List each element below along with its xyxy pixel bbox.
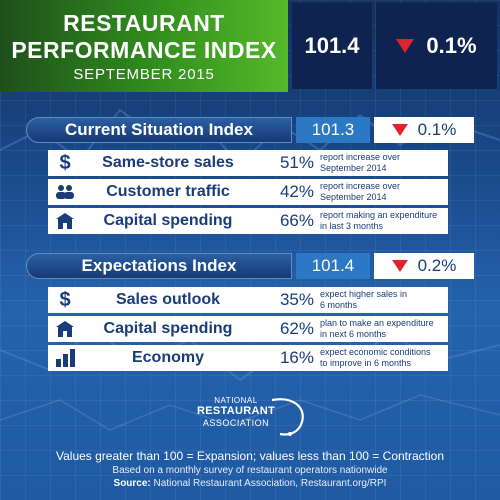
logo-swoosh-icon [271, 398, 304, 436]
row-economy: Economy 16% expect economic conditions t… [48, 345, 448, 371]
down-arrow-icon [391, 260, 408, 272]
logo-line2: RESTAURANT [197, 405, 275, 417]
row-desc-line1: plan to make an expenditure [320, 318, 434, 328]
row-desc-line1: report increase over [320, 152, 401, 162]
logo-line1: NATIONAL [214, 396, 258, 405]
row-label: Capital spending [103, 212, 233, 229]
row-percent: 42% [279, 182, 314, 201]
row-desc-line1: expect higher sales in [320, 289, 408, 299]
header: RESTAURANT PERFORMANCE INDEX SEPTEMBER 2… [0, 0, 500, 92]
section-value: 101.4 [296, 253, 370, 279]
down-arrow-icon [391, 124, 408, 136]
source-label: Source: [113, 478, 151, 489]
rpi-change-text: 0.1% [426, 33, 477, 58]
source-text: National Restaurant Association, Restaur… [150, 478, 387, 489]
row-label: Customer traffic [106, 183, 230, 200]
rpi-value-text: 101.4 [304, 33, 360, 58]
section-change: 0.1% [374, 117, 474, 143]
row-description: report making an expenditure in last 3 m… [320, 210, 444, 234]
row-percent: 16% [279, 348, 314, 367]
row-desc-line2: 6 months [320, 300, 358, 310]
row-desc-line2: in last 3 months [320, 221, 384, 231]
row-description: expect higher sales in 6 months [320, 289, 444, 313]
current-situation-index-bar: Current Situation Index 101.3 0.1% [26, 117, 474, 143]
footer-legend: Values greater than 100 = Expansion; val… [55, 449, 445, 463]
building-icon [54, 318, 76, 340]
row-desc-line1: report making an expenditure [320, 210, 438, 220]
row-desc-line2: September 2014 [320, 163, 387, 173]
footer-note: Based on a monthly survey of restaurant … [112, 465, 388, 476]
row-desc-line1: expect economic conditions [320, 347, 431, 357]
report-date: SEPTEMBER 2015 [73, 66, 215, 83]
expectations-index-bar: Expectations Index 101.4 0.2% [26, 253, 474, 279]
dollar-icon: $ [59, 151, 71, 174]
row-description: plan to make an expenditure in next 6 mo… [320, 318, 444, 342]
row-label: Capital spending [103, 320, 233, 337]
row-desc-line1: report increase over [320, 181, 401, 191]
title-box: RESTAURANT PERFORMANCE INDEX SEPTEMBER 2… [0, 0, 288, 92]
building-icon [54, 210, 76, 232]
section-change-text: 0.2% [417, 256, 457, 275]
row-customer-traffic: Customer traffic 42% report increase ove… [48, 179, 448, 205]
row-desc-line2: September 2014 [320, 192, 387, 202]
row-label: Economy [131, 349, 204, 366]
dollar-icon: $ [59, 288, 71, 311]
row-percent: 66% [279, 211, 314, 230]
row-description: report increase over September 2014 [320, 152, 444, 176]
rpi-change: 0.1% [376, 3, 497, 89]
row-desc-line2: in next 6 months [320, 329, 387, 339]
row-sales-outlook: $ Sales outlook 35% expect higher sales … [48, 287, 448, 313]
logo-line3: ASSOCIATION [202, 418, 270, 428]
row-description: expect economic conditions to improve in… [320, 347, 444, 371]
rpi-value: 101.4 [292, 3, 372, 89]
footer-source: Source: National Restaurant Association,… [0, 478, 500, 491]
bar-chart-icon [54, 347, 76, 369]
down-arrow-icon [396, 39, 415, 53]
section-title: Current Situation Index [26, 117, 292, 143]
section-value: 101.3 [296, 117, 370, 143]
row-same-store-sales: $ Same-store sales 51% report increase o… [48, 150, 448, 176]
row-percent: 51% [279, 153, 314, 172]
row-description: report increase over September 2014 [320, 181, 444, 205]
row-percent: 62% [279, 319, 314, 338]
row-capital-spending-outlook: Capital spending 62% plan to make an exp… [48, 316, 448, 342]
row-capital-spending: Capital spending 66% report making an ex… [48, 208, 448, 234]
row-label: Same-store sales [102, 154, 234, 171]
row-percent: 35% [279, 290, 314, 309]
nra-logo: NATIONAL RESTAURANT ASSOCIATION [190, 394, 310, 440]
section-title: Expectations Index [26, 253, 292, 279]
title-line1: RESTAURANT [63, 10, 225, 36]
section-change-text: 0.1% [417, 120, 457, 139]
title-line2: PERFORMANCE INDEX [11, 37, 277, 63]
section-change: 0.2% [374, 253, 474, 279]
people-icon [54, 181, 76, 203]
row-desc-line2: to improve in 6 months [320, 358, 412, 368]
row-label: Sales outlook [115, 291, 221, 308]
footer: Values greater than 100 = Expansion; val… [0, 449, 500, 491]
